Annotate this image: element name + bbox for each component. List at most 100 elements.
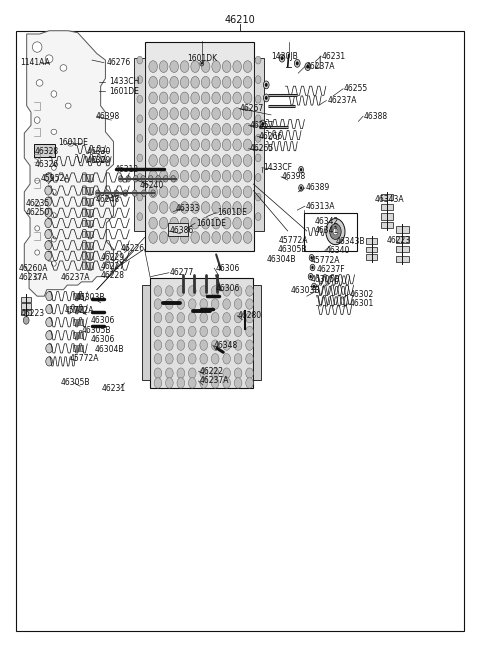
Circle shape [46,305,52,314]
Circle shape [211,286,219,296]
Text: 46306: 46306 [215,264,240,272]
Circle shape [159,217,168,229]
Text: 1601DE: 1601DE [59,138,88,147]
Text: 46265: 46265 [250,144,274,153]
Circle shape [154,368,162,379]
Bar [86,262,89,269]
Circle shape [137,76,143,84]
Circle shape [45,208,51,217]
Text: 46312: 46312 [115,165,139,174]
Circle shape [200,340,207,350]
Text: 46398: 46398 [282,172,306,181]
Circle shape [159,202,168,214]
Circle shape [166,286,173,296]
Circle shape [154,299,162,309]
Bar [381,214,393,220]
Circle shape [330,224,341,240]
Bar [34,143,55,157]
Circle shape [166,312,173,323]
Text: 46255: 46255 [344,84,368,93]
Circle shape [149,77,157,88]
Text: 46341: 46341 [314,227,339,235]
Circle shape [211,340,219,350]
Circle shape [223,299,230,309]
Ellipse shape [35,178,39,183]
Text: 46304B: 46304B [95,345,124,354]
Circle shape [246,354,253,364]
Circle shape [191,202,199,214]
Circle shape [233,61,241,73]
Circle shape [310,275,312,278]
Bar [81,293,83,299]
Circle shape [260,120,266,128]
Bar [77,307,79,312]
Circle shape [191,123,199,135]
Text: 46326: 46326 [35,160,59,169]
Circle shape [148,176,153,182]
Circle shape [154,312,162,323]
Circle shape [233,139,241,151]
Text: 46277: 46277 [170,268,194,277]
Text: 46266: 46266 [258,132,282,141]
Circle shape [212,77,220,88]
Circle shape [180,186,189,198]
Circle shape [222,202,231,214]
Circle shape [212,186,220,198]
Bar [81,332,83,338]
Circle shape [189,378,196,388]
Circle shape [212,61,220,73]
Text: 46248: 46248 [96,195,120,204]
Text: 46223: 46223 [21,309,45,318]
Text: 45772A: 45772A [70,354,99,364]
Text: 45772A: 45772A [311,256,340,265]
Text: 46240: 46240 [140,181,164,190]
Circle shape [177,368,185,379]
Bar [396,227,409,233]
Circle shape [255,96,261,103]
Ellipse shape [34,117,40,123]
Text: 46303B: 46303B [290,286,320,295]
Text: 46343B: 46343B [336,237,365,246]
Circle shape [45,186,51,195]
Text: 46305B: 46305B [61,379,91,388]
Circle shape [137,193,143,201]
Circle shape [159,61,168,73]
Circle shape [154,378,162,388]
Text: 46235: 46235 [25,199,49,208]
Circle shape [149,186,157,198]
Text: 46329: 46329 [86,156,110,165]
Circle shape [177,286,185,296]
Ellipse shape [68,141,73,146]
Text: 46328: 46328 [35,147,59,156]
Circle shape [243,170,252,182]
Circle shape [212,107,220,119]
Circle shape [308,273,313,280]
Bar [366,254,377,260]
Circle shape [222,61,231,73]
Circle shape [191,107,199,119]
Bar [82,187,85,194]
Bar [253,285,261,380]
Ellipse shape [51,165,56,170]
Bar [22,310,31,315]
Text: 46280: 46280 [238,311,262,320]
Ellipse shape [36,80,43,86]
Circle shape [243,77,252,88]
Bar [73,332,76,338]
Bar [90,231,93,238]
Circle shape [233,202,241,214]
Circle shape [255,154,261,162]
Circle shape [262,122,264,126]
Circle shape [45,251,51,260]
Circle shape [189,299,196,309]
Circle shape [201,77,210,88]
Text: 46257: 46257 [250,121,274,130]
Circle shape [255,115,261,122]
Circle shape [333,229,338,235]
Bar [82,210,85,216]
Text: 46223: 46223 [387,236,411,244]
Circle shape [154,340,162,350]
Ellipse shape [51,129,57,134]
Circle shape [223,326,230,337]
Circle shape [201,62,203,65]
